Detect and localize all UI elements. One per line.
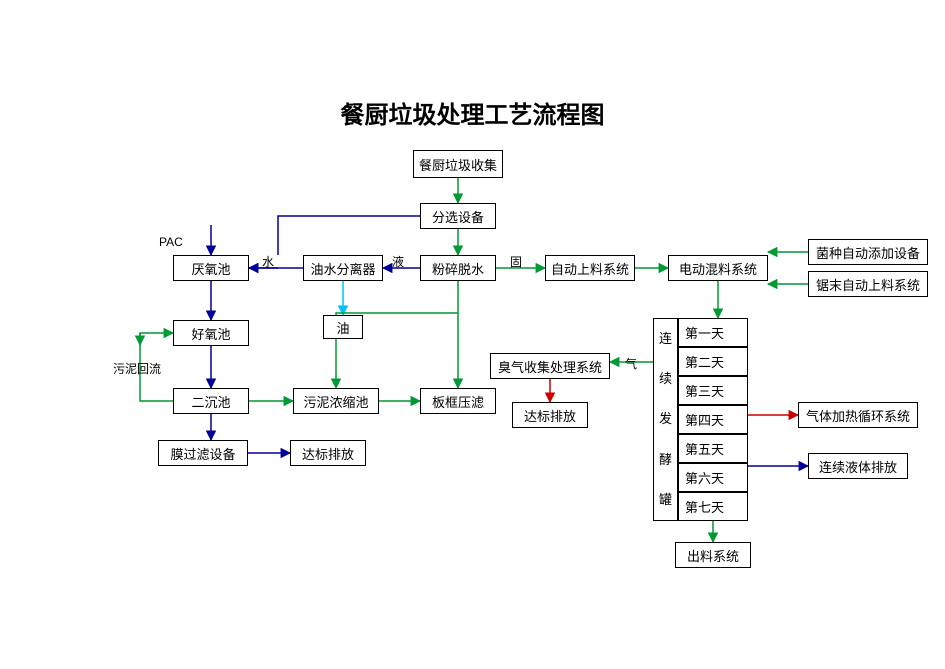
- node-sludge: 污泥浓缩池: [293, 388, 379, 414]
- ferment-day-2: 第二天: [678, 347, 748, 376]
- ferment-day-6: 第六天: [678, 463, 748, 492]
- node-gasHeat: 气体加热循环系统: [798, 402, 918, 428]
- node-oil: 油: [323, 315, 363, 339]
- ferment-day-4: 第四天: [678, 405, 748, 434]
- label-liquid: 液: [392, 253, 404, 270]
- node-sed: 二沉池: [173, 388, 249, 414]
- edges-layer: [0, 0, 945, 669]
- ferment-tank-label: 连续发酵罐: [653, 318, 678, 521]
- node-disch2: 达标排放: [512, 402, 588, 428]
- node-crush: 粉碎脱水: [420, 255, 496, 281]
- node-sort: 分选设备: [420, 203, 496, 229]
- node-collect: 餐厨垃圾收集: [413, 150, 503, 178]
- node-disch1: 达标排放: [290, 440, 366, 466]
- label-water: 水: [262, 253, 274, 270]
- node-liquid: 连续液体排放: [808, 453, 908, 479]
- ferment-day-7: 第七天: [678, 492, 748, 521]
- node-anaer: 厌氧池: [173, 255, 249, 281]
- edge: [278, 216, 420, 255]
- node-inoc: 菌种自动添加设备: [808, 239, 928, 265]
- label-backflow: 污泥回流: [113, 360, 161, 377]
- node-aer: 好氧池: [173, 320, 249, 346]
- node-odor: 臭气收集处理系统: [490, 353, 610, 379]
- label-gas: 气: [625, 355, 637, 372]
- node-discharge: 出料系统: [675, 542, 751, 568]
- node-oilSep: 油水分离器: [303, 255, 383, 281]
- ferment-day-3: 第三天: [678, 376, 748, 405]
- node-mixer: 电动混料系统: [668, 255, 768, 281]
- label-solid: 固: [510, 253, 522, 270]
- node-autoFeed: 自动上料系统: [545, 255, 635, 281]
- node-plate: 板框压滤: [420, 388, 496, 414]
- node-memb: 膜过滤设备: [158, 440, 248, 466]
- ferment-day-1: 第一天: [678, 318, 748, 347]
- label-pac: PAC: [159, 235, 183, 249]
- ferment-day-5: 第五天: [678, 434, 748, 463]
- node-saw: 锯末自动上料系统: [808, 271, 928, 297]
